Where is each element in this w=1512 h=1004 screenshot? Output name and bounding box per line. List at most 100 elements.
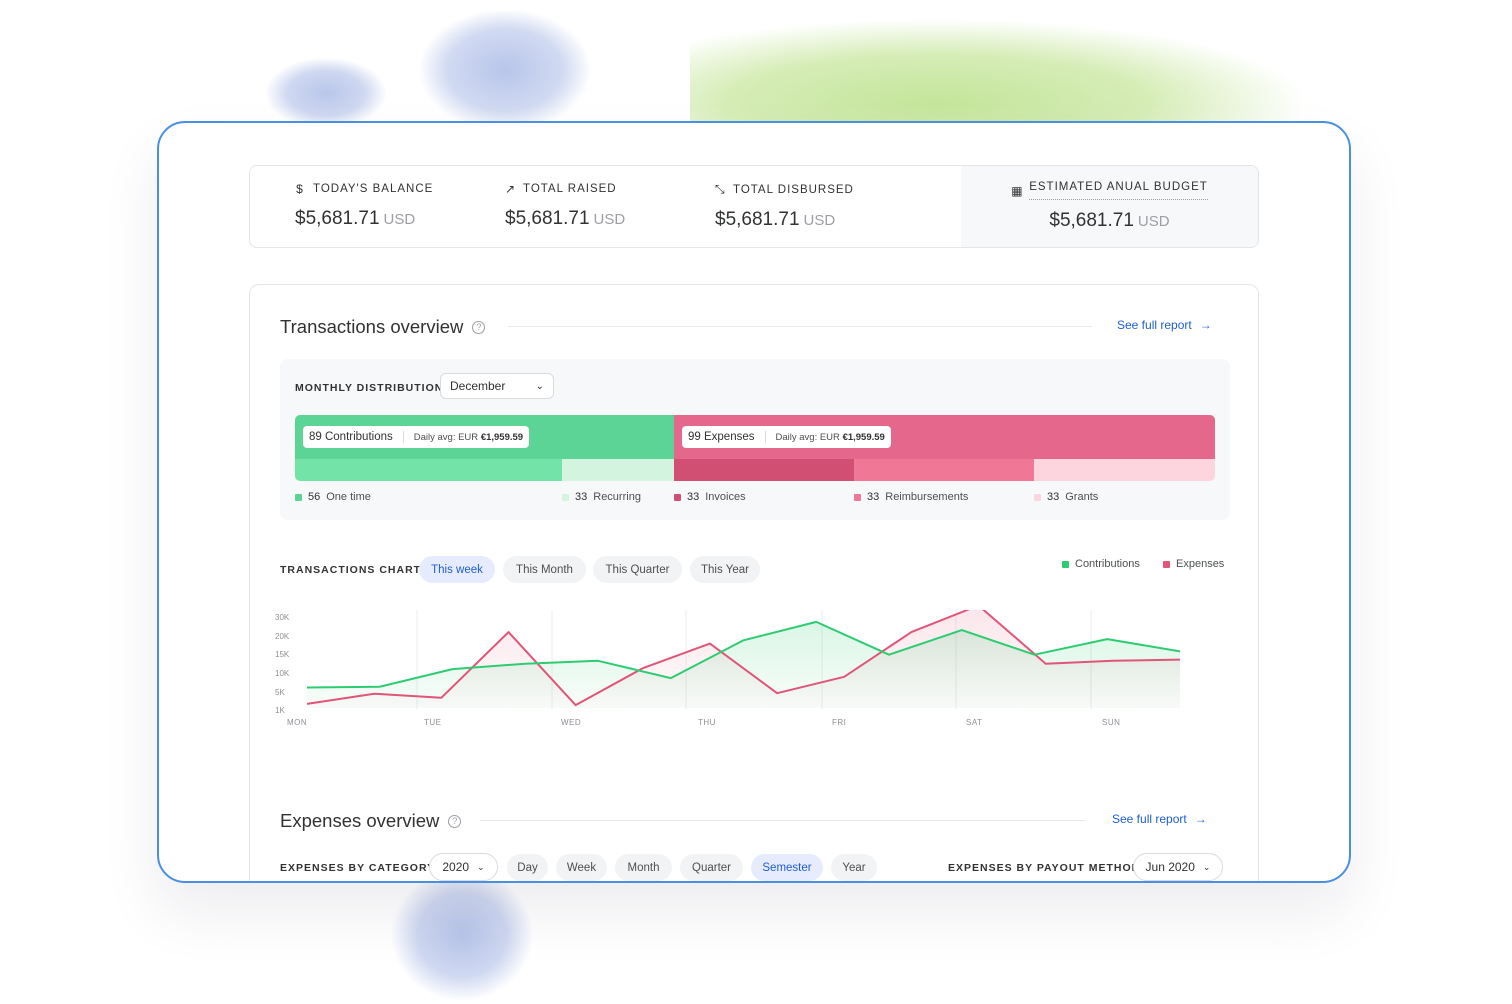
- year-select[interactable]: 2020 ⌄: [429, 853, 498, 881]
- legend-grants: 33 Grants: [1034, 491, 1098, 503]
- stat-label: TOTAL DISBURSED: [733, 183, 854, 196]
- transactions-overview-header: Transactions overview ?: [280, 316, 486, 338]
- stat-currency: USD: [803, 212, 836, 229]
- daily-avg-label: Daily avg: EUR: [413, 431, 481, 443]
- legend-invoices: 33 Invoices: [674, 491, 746, 503]
- period-this-quarter[interactable]: This Quarter: [593, 556, 682, 583]
- y-tick-label: 30K: [275, 613, 290, 622]
- stat-currency: USD: [593, 211, 626, 228]
- period-this-week[interactable]: This week: [419, 556, 495, 583]
- chevron-down-icon: ⌄: [477, 861, 485, 872]
- expand-arrows-icon: ⤡: [715, 182, 726, 196]
- contributions-count: 89 Contributions: [309, 431, 393, 443]
- decorative-brush-blue: [392, 870, 532, 1000]
- stat-label: TOTAL RAISED: [523, 183, 617, 195]
- arrow-right-icon: →: [1199, 318, 1212, 332]
- stat-currency: USD: [1137, 213, 1170, 230]
- divider: [508, 326, 1092, 327]
- decorative-brush-blue: [266, 58, 386, 128]
- expenses-count: 99 Expenses: [688, 431, 755, 443]
- daily-avg-value: €1,959.59: [480, 431, 524, 443]
- overview-panel: Transactions overview ? See full report …: [249, 284, 1259, 881]
- period-this-month[interactable]: This Month: [503, 556, 586, 583]
- period-this-year[interactable]: This Year: [690, 556, 760, 583]
- arrow-right-icon: →: [1194, 812, 1207, 826]
- legend-reimbursements: 33 Reimbursements: [854, 491, 968, 503]
- expenses-by-payout-label: EXPENSES BY PAYOUT METHOD: [948, 862, 1141, 874]
- see-full-report-link[interactable]: See full report →: [1117, 318, 1212, 332]
- monthly-distribution: MONTHLY DISTRIBUTION December ⌄ 89 Contr…: [280, 359, 1230, 520]
- legend-recurring: 33 Recurring: [562, 491, 641, 503]
- one-time-segment[interactable]: [295, 459, 562, 481]
- chevron-down-icon: ⌄: [535, 380, 544, 392]
- x-tick-label: SAT: [966, 718, 982, 727]
- x-tick-label: WED: [561, 718, 581, 727]
- expenses-bar[interactable]: 99 Expenses Daily avg: EUR €1,959.59: [674, 415, 1215, 459]
- decorative-brush-blue: [420, 10, 590, 130]
- calendar-icon: ▦: [1011, 183, 1024, 198]
- stat-total-raised: ↗ TOTAL RAISED $5,681.71 USD: [460, 166, 670, 247]
- trend-icon: ↗: [505, 182, 517, 196]
- contributions-bar[interactable]: 89 Contributions Daily avg: EUR €1,959.5…: [295, 415, 674, 459]
- stat-label: TODAY'S BALANCE: [313, 183, 434, 195]
- stat-value: $5,681.71: [1049, 210, 1134, 231]
- help-icon[interactable]: ?: [448, 814, 462, 828]
- period-quarter[interactable]: Quarter: [680, 854, 743, 881]
- legend-expenses: Expenses: [1163, 558, 1224, 570]
- y-tick-label: 15K: [275, 650, 290, 659]
- stats-bar: $ TODAY'S BALANCE $5,681.71 USD ↗ TOTAL RAI…: [249, 165, 1259, 248]
- stat-label: ESTIMATED ANUAL BUDGET: [1029, 181, 1208, 200]
- link-text: See full report: [1117, 318, 1192, 332]
- period-month[interactable]: Month: [615, 854, 672, 881]
- expenses-by-category-label: EXPENSES BY CATEGORY: [280, 862, 436, 874]
- y-tick-label: 1K: [275, 706, 285, 715]
- stat-estimated-budget[interactable]: ▦ ESTIMATED ANUAL BUDGET $5,681.71 USD: [961, 166, 1258, 247]
- legend-one-time: 56 One time: [295, 491, 371, 503]
- daily-avg-label: Daily avg: EUR: [775, 431, 843, 443]
- monthly-distribution-label: MONTHLY DISTRIBUTION: [295, 382, 444, 394]
- x-tick-label: THU: [698, 718, 716, 727]
- y-tick-label: 5K: [275, 688, 285, 697]
- stat-todays-balance: $ TODAY'S BALANCE $5,681.71 USD: [250, 166, 460, 247]
- month-select-value: December: [450, 379, 506, 393]
- period-day[interactable]: Day: [507, 854, 548, 881]
- transactions-chart-label: TRANSACTIONS CHART: [280, 564, 422, 576]
- x-tick-label: SUN: [1102, 718, 1120, 727]
- help-icon[interactable]: ?: [472, 320, 486, 334]
- grants-segment[interactable]: [1034, 459, 1215, 481]
- year-select-value: 2020: [442, 860, 470, 874]
- period-year[interactable]: Year: [831, 854, 877, 881]
- expenses-pill: 99 Expenses Daily avg: EUR €1,959.59: [682, 426, 891, 448]
- section-title: Expenses overview: [280, 810, 440, 831]
- contributions-pill: 89 Contributions Daily avg: EUR €1,959.5…: [303, 426, 530, 448]
- stat-currency: USD: [383, 211, 416, 228]
- daily-avg-value: €1,959.59: [842, 431, 885, 443]
- x-tick-label: MON: [287, 718, 307, 727]
- recurring-segment[interactable]: [562, 459, 674, 481]
- link-text: See full report: [1112, 812, 1187, 826]
- x-tick-label: FRI: [832, 718, 846, 727]
- payout-month-select[interactable]: Jun 2020 ⌄: [1133, 853, 1223, 881]
- stat-value: $5,681.71: [295, 208, 380, 229]
- chevron-down-icon: ⌄: [1202, 861, 1211, 872]
- y-tick-label: 20K: [275, 632, 290, 641]
- dollar-icon: $: [296, 182, 304, 196]
- period-week[interactable]: Week: [556, 854, 607, 881]
- stat-value: $5,681.71: [505, 208, 590, 229]
- invoices-segment[interactable]: [674, 459, 854, 481]
- y-tick-label: 10K: [275, 669, 290, 678]
- period-semester[interactable]: Semester: [751, 854, 823, 881]
- legend-contributions: Contributions: [1062, 558, 1140, 570]
- dashboard-window: $ TODAY'S BALANCE $5,681.71 USD ↗ TOTAL RAI…: [157, 121, 1351, 883]
- series-area: [307, 621, 1180, 708]
- section-title: Transactions overview: [280, 316, 464, 337]
- see-full-report-link[interactable]: See full report →: [1112, 812, 1207, 826]
- month-select[interactable]: December ⌄: [440, 373, 554, 399]
- divider: [480, 820, 1086, 821]
- reimbursements-segment[interactable]: [854, 459, 1034, 481]
- x-tick-label: TUE: [424, 718, 442, 727]
- expenses-overview-header: Expenses overview ?: [280, 810, 462, 832]
- payout-month-value: Jun 2020: [1145, 860, 1195, 874]
- stat-total-disbursed: ⤡ TOTAL DISBURSED $5,681.71 USD: [670, 166, 880, 247]
